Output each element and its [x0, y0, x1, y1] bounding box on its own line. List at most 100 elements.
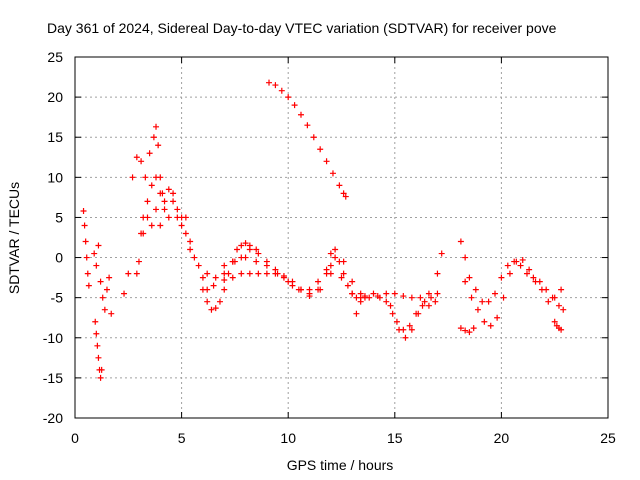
data-point [221, 277, 228, 284]
data-point [204, 298, 211, 305]
data-point [242, 240, 249, 247]
data-point [99, 294, 106, 301]
data-point [342, 193, 349, 200]
data-point [340, 270, 347, 277]
data-point [400, 293, 407, 300]
data-point [432, 298, 439, 305]
data-point [462, 327, 469, 334]
series-seg10 [210, 254, 356, 300]
y-tick-label: -10 [43, 330, 63, 346]
series-seg13 [353, 290, 441, 341]
data-point [153, 206, 160, 213]
data-point [140, 230, 147, 237]
data-point [161, 206, 168, 213]
data-point [494, 314, 501, 321]
data-point [306, 286, 313, 293]
data-point [315, 278, 322, 285]
chart-title: Day 361 of 2024, Sidereal Day-to-day VTE… [47, 20, 557, 36]
data-point [530, 274, 537, 281]
data-point [157, 222, 164, 229]
x-axis-label: GPS time / hours [287, 457, 394, 473]
data-point [400, 326, 407, 333]
series-seg9 [221, 246, 364, 297]
data-point [83, 254, 90, 261]
data-point [306, 293, 313, 300]
data-point [462, 278, 469, 285]
data-point [332, 254, 339, 261]
data-point [272, 82, 279, 89]
data-point [204, 270, 211, 277]
data-point [492, 290, 499, 297]
data-point [500, 294, 507, 301]
data-point [434, 270, 441, 277]
data-point [513, 258, 520, 265]
data-point [317, 146, 324, 153]
data-point [108, 310, 115, 317]
data-point [255, 250, 262, 257]
data-point [481, 318, 488, 325]
data-point [253, 258, 260, 265]
x-tick-label: 10 [280, 430, 296, 446]
data-point [144, 214, 151, 221]
data-point [266, 79, 273, 86]
data-point [468, 294, 475, 301]
data-point [95, 242, 102, 249]
data-point [170, 190, 177, 197]
data-point [376, 294, 383, 301]
data-point [389, 310, 396, 317]
data-point [93, 330, 100, 337]
data-point [246, 246, 253, 253]
data-point [135, 258, 142, 265]
data-point [523, 270, 530, 277]
data-point [208, 306, 215, 313]
data-point [165, 214, 172, 221]
data-point [125, 270, 132, 277]
data-point [138, 158, 145, 165]
data-point [457, 238, 464, 245]
data-point [295, 286, 302, 293]
data-point [438, 250, 445, 257]
data-point [210, 282, 217, 289]
y-axis-label: SDTVAR / TECUs [6, 182, 22, 294]
data-point [327, 270, 334, 277]
plot-frame [74, 56, 609, 419]
data-point [212, 305, 219, 312]
data-point [153, 123, 160, 130]
y-tick-label: 25 [47, 49, 63, 65]
data-point [349, 290, 356, 297]
series-seg2 [92, 318, 105, 381]
data-point [253, 246, 260, 253]
data-point [103, 286, 110, 293]
data-point [255, 270, 262, 277]
data-point [357, 290, 364, 297]
data-point [551, 318, 558, 325]
data-point [406, 322, 413, 329]
data-point [155, 142, 162, 149]
data-point [485, 298, 492, 305]
data-point [466, 274, 473, 281]
data-point [285, 94, 292, 101]
data-point [472, 286, 479, 293]
tick-labels: 0 5 10 15 20 25 -20 -15 -10 -5 0 5 10 15 20 25 [43, 49, 616, 446]
data-point [504, 262, 511, 269]
data-point [95, 354, 102, 361]
x-tick-label: 15 [387, 430, 403, 446]
data-point [393, 318, 400, 325]
data-point [106, 274, 113, 281]
data-point [148, 182, 155, 189]
data-point [498, 274, 505, 281]
data-point [408, 294, 415, 301]
data-point [402, 334, 409, 341]
data-point [297, 111, 304, 118]
data-point [121, 290, 128, 297]
data-point [101, 306, 108, 313]
data-point [370, 290, 377, 297]
data-point [216, 298, 223, 305]
data-point [85, 282, 92, 289]
data-point [332, 246, 339, 253]
data-point [280, 274, 287, 281]
data-point [170, 198, 177, 205]
grid [74, 56, 609, 419]
data-point [182, 230, 189, 237]
y-tick-label: 20 [47, 89, 63, 105]
